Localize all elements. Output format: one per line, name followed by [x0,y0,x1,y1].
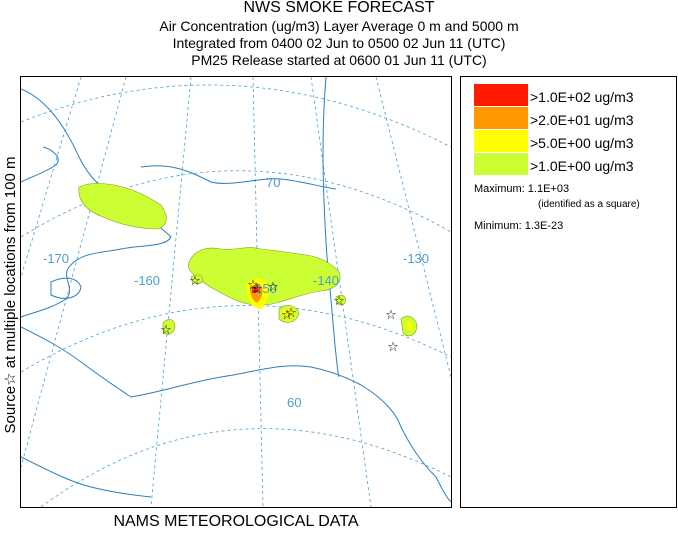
source-star-icon: ☆ [281,308,293,323]
western-coast [20,88,172,318]
meridian-140 [310,76,372,508]
source-star-icon: ☆ [385,308,397,323]
southern-coast [130,365,362,398]
plume-west-small [190,274,204,284]
border-line [322,76,340,378]
legend-label-4: >1.0E+00 ug/m3 [530,158,634,174]
legend-swatch-yellow [474,130,528,152]
legend-panel: >1.0E+02 ug/m3 >2.0E+01 ug/m3 >5.0E+00 u… [460,76,677,508]
latitude-line-65 [20,305,452,373]
plume-east-small [335,295,346,306]
footer-label: NAMS METEOROLOGICAL DATA [113,513,359,530]
alaska-map: -170 -160 -150 -140 -130 70 60 ☆ ☆ ☆ ☆ ☆… [20,76,452,508]
subtitle-concentration: Air Concentration (ug/m3) Layer Average … [159,18,519,34]
plume-south-1-mid [283,309,294,319]
source-star-icon: ☆ [247,278,259,293]
meridian-160 [150,76,192,508]
source-star-icon: ☆ [189,274,201,289]
southwest-coast [20,326,132,398]
subtitle-release: PM25 Release started at 0600 01 Jun 11 (… [191,52,487,68]
meridian-170 [20,76,127,468]
lat-label-70: 70 [266,175,280,190]
plume-central [188,247,341,306]
legend-swatch-red [474,84,528,106]
chart-title: NWS SMOKE FORECAST [243,0,435,16]
maximum-note: (identified as a square) [538,199,640,210]
legend-label-2: >2.0E+01 ug/m3 [530,112,634,128]
legend-swatch-green [474,153,528,175]
legend-label-1: >1.0E+02 ug/m3 [530,89,634,105]
aleutian-coast [20,456,152,498]
lon-label-160: -160 [134,273,160,288]
source-star-icon: ☆ [160,323,172,338]
source-star-icon: ☆ [285,306,297,321]
graticule [20,76,452,508]
island-coast [50,277,82,299]
lon-label-140: -140 [313,273,339,288]
legend-label-3: >5.0E+00 ug/m3 [530,135,634,151]
source-star-icon: ☆ [387,340,399,355]
source-side-label: Source☆ at multiple locations from 100 m [2,156,19,434]
meridian-180 [20,76,82,278]
plume-southwest [162,319,176,335]
subtitle-integration: Integrated from 0400 02 Jun to 0500 02 J… [172,35,506,51]
source-markers: ☆ ☆ ☆ ☆ ☆ ☆ ☆ ☆ ☆ ☆ [160,274,399,355]
plume-maximum-square [252,287,258,293]
source-star-icon: ☆ [333,294,345,309]
latitude-line-75 [20,84,452,148]
panhandle-coast [360,384,452,503]
graticule-labels: -170 -160 -150 -140 -130 70 60 [43,175,429,410]
coastlines [20,76,452,503]
lat-label-60: 60 [287,395,301,410]
source-star-icon: ☆ [267,280,279,295]
maximum-value: Maximum: 1.1E+03 [474,183,570,195]
lon-label-130: -130 [403,251,429,266]
chukotka-coast [20,146,59,183]
lon-label-150: -150 [251,281,277,296]
smoke-plumes [78,183,418,337]
map-panel: -170 -160 -150 -140 -130 70 60 ☆ ☆ ☆ ☆ ☆… [20,76,452,508]
legend-swatch-orange [474,107,528,129]
plume-east-mid [406,321,413,331]
latitude-line-60 [40,428,452,508]
source-star-icon: ☆ [251,282,263,297]
minimum-value: Minimum: 1.3E-23 [474,220,564,232]
lon-label-170: -170 [43,251,69,266]
northern-coast [140,165,337,190]
plume-northwest [78,183,167,230]
